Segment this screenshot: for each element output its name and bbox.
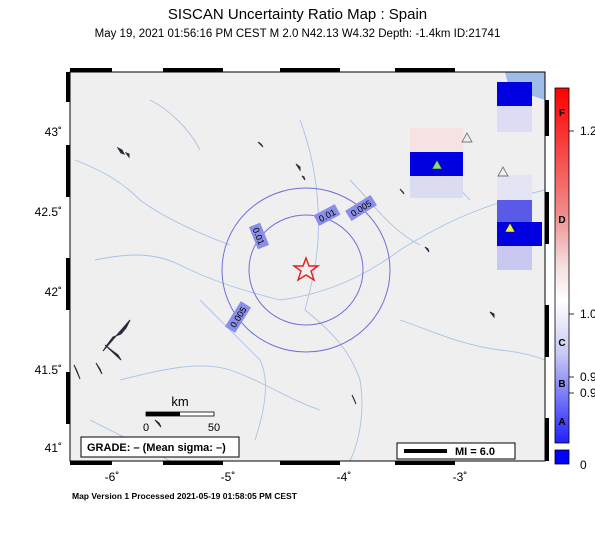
station-open-1 (461, 132, 473, 143)
epicenter-star (291, 256, 321, 282)
map-title: SISCAN Uncertainty Ratio Map : Spain (167, 6, 428, 23)
grade-letter-d: D (558, 215, 565, 226)
uncertainty-cells (410, 82, 542, 270)
mi-legend: MI = 6.0 (396, 442, 516, 460)
lat-label-41-5: 41.5˚ (35, 363, 62, 377)
cell-light-4 (497, 246, 532, 270)
grade-letter-b: B (558, 379, 565, 390)
scale-tick-0: 0 (143, 422, 149, 434)
grade-letter-a: A (558, 417, 565, 428)
stations (431, 132, 516, 233)
map-land (70, 72, 545, 461)
lon-label-5: -5˚ (221, 470, 236, 484)
contour-label-bg (248, 222, 270, 250)
lon-label-6: -6˚ (105, 470, 120, 484)
contour-inner (248, 214, 364, 326)
colorbar-gradient (554, 87, 570, 444)
contour-outer (221, 187, 391, 353)
grade-letter-c: C (558, 338, 565, 349)
lon-label-4: -4˚ (337, 470, 352, 484)
cell-pink-1 (410, 128, 463, 152)
contour-label-bg (224, 301, 252, 333)
colorbar-zero-swatch (554, 449, 570, 465)
colorbar-tick-0-9a: 0.9 (580, 370, 595, 384)
lat-label-42: 42˚ (45, 285, 62, 299)
grade-box: GRADE: – (Mean sigma: –) (80, 436, 240, 458)
processing-footer: Map Version 1 Processed 2021-05-19 01:58… (72, 491, 297, 501)
station-open-2 (497, 166, 509, 177)
scale-bar: km 0 50 (143, 394, 220, 434)
grade-letter-f: F (559, 108, 565, 119)
colorbar-tick-0-9b: 0.9 (580, 386, 595, 400)
event-info: May 19, 2021 01:56:16 PM CEST M 2.0 N42.… (94, 28, 501, 40)
contour-label-bg (313, 204, 341, 226)
cell-high-3 (497, 222, 542, 246)
lon-label-3: -3˚ (453, 470, 468, 484)
cell-light-3 (497, 175, 532, 200)
lat-label-43: 43˚ (45, 125, 62, 139)
grade-text: GRADE: – (Mean sigma: –) (87, 442, 226, 454)
mi-text: MI = 6.0 (455, 446, 495, 458)
reservoirs (73, 141, 495, 428)
contour-label-bg (345, 194, 377, 222)
scale-tick-50: 50 (208, 422, 220, 434)
latitude-labels: 43˚ 42.5˚ 42˚ 41.5˚ 41˚ (35, 125, 62, 455)
cell-high-1 (497, 82, 532, 106)
contours (221, 187, 391, 353)
lat-label-41: 41˚ (45, 441, 62, 455)
station-green (431, 159, 443, 170)
station-yellow (504, 222, 516, 233)
cell-mid-3 (497, 200, 532, 222)
lat-label-42-5: 42.5˚ (35, 205, 62, 219)
map-border-ticks (66, 68, 549, 465)
colorbar-tick-1-2: 1.2 (580, 124, 595, 138)
longitude-labels: -6˚ -5˚ -4˚ -3˚ (105, 470, 468, 484)
colorbar-tick-0: 0 (580, 458, 587, 472)
colorbar-tick-1-0: 1.0 (580, 307, 595, 321)
scale-unit: km (171, 394, 188, 409)
cell-light-2 (410, 176, 463, 198)
colorbar: F D C B A 1.2 1.0 0.9 0.9 0 (554, 87, 595, 472)
cell-light-1 (497, 106, 532, 132)
scale-bar-segment (146, 412, 180, 416)
